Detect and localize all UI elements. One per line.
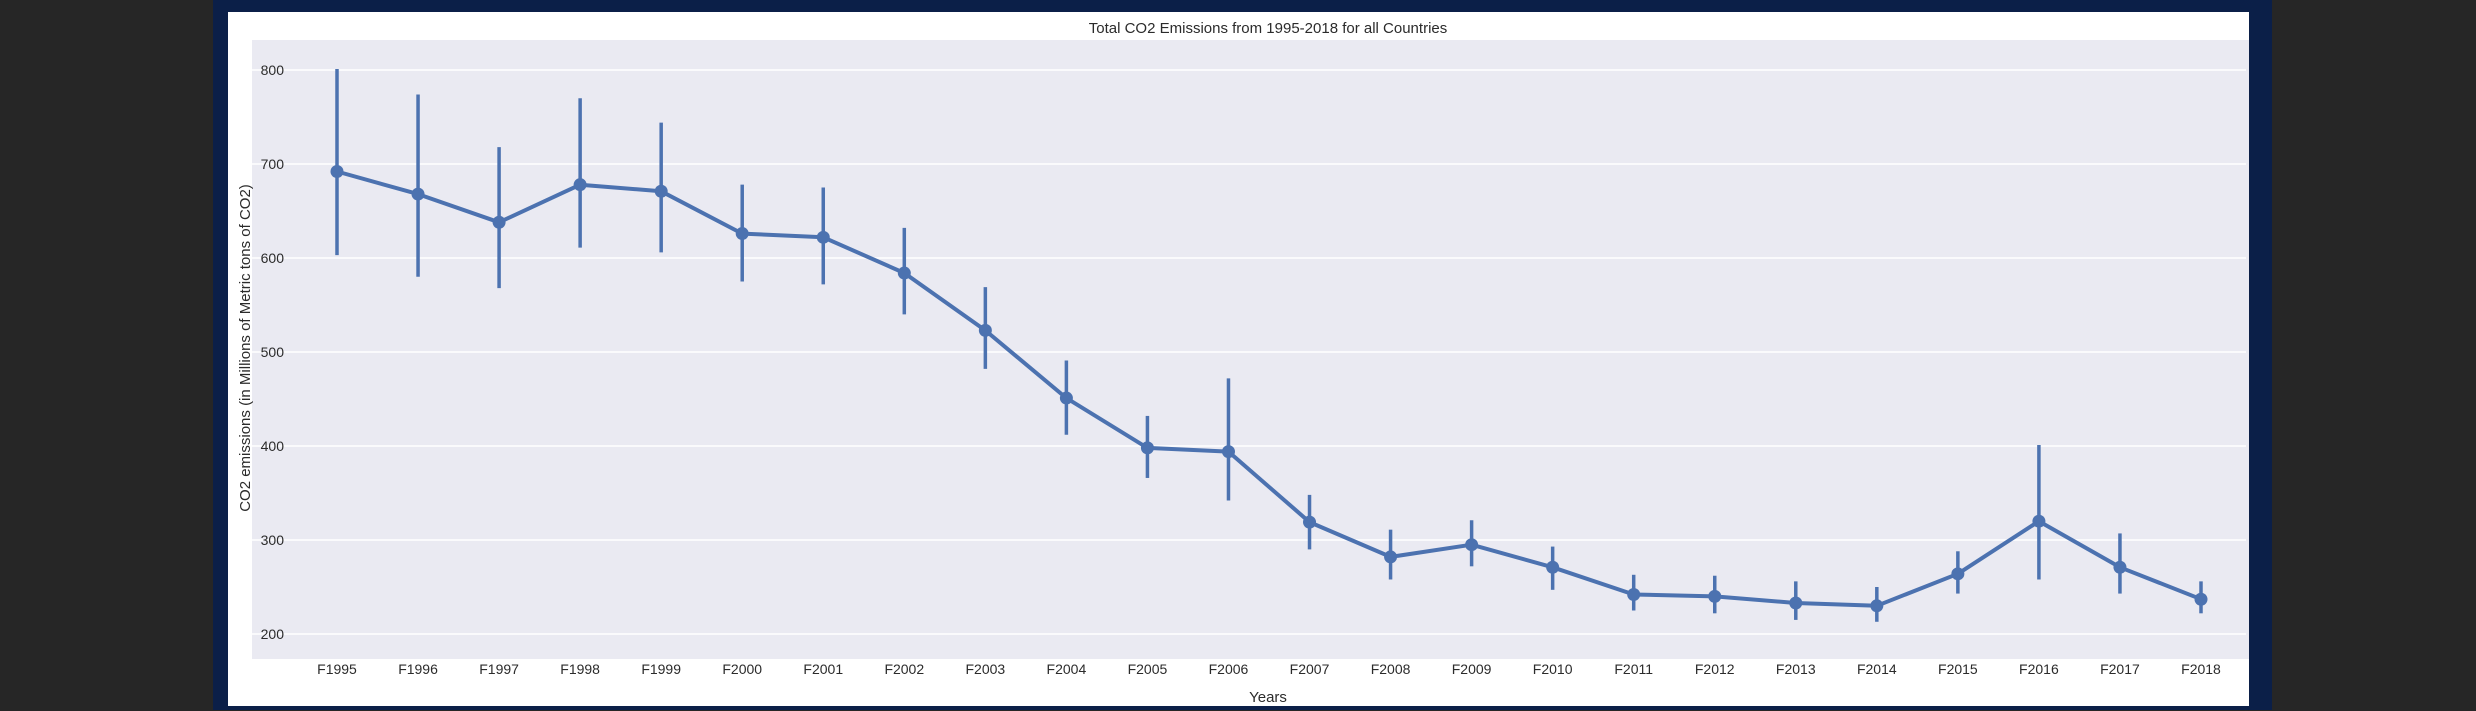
- y-tick-label: 200: [261, 626, 285, 642]
- data-point: [1870, 599, 1884, 613]
- data-point: [492, 215, 506, 229]
- chart-figure: 200 300 400 500 600 700 800 F1995 F1996 F1997 F19…: [228, 12, 2270, 706]
- x-tick-label: F2018: [2181, 661, 2221, 677]
- x-tick-label: F1998: [560, 661, 600, 677]
- data-point: [2194, 592, 2208, 606]
- x-tick-label: F2010: [1533, 661, 1573, 677]
- data-point: [1221, 445, 1235, 459]
- y-tick-label: 300: [261, 532, 285, 548]
- x-tick-label: F1995: [317, 661, 357, 677]
- data-point: [330, 165, 344, 179]
- data-point: [735, 227, 749, 241]
- x-tick-label: F2012: [1695, 661, 1735, 677]
- y-axis-label: CO2 emissions (in Millions of Metric ton…: [237, 184, 254, 512]
- chart-title: Total CO2 Emissions from 1995-2018 for a…: [1089, 20, 1448, 37]
- y-tick-label: 500: [261, 344, 285, 360]
- data-point: [978, 323, 992, 337]
- data-point: [897, 266, 911, 280]
- data-point: [1546, 560, 1560, 574]
- data-point: [1465, 538, 1479, 552]
- series-line: [336, 169, 2202, 608]
- data-point: [1951, 567, 1965, 581]
- data-point: [1384, 550, 1398, 564]
- x-tick-label: F2009: [1452, 661, 1492, 677]
- x-tick-label: F2003: [965, 661, 1005, 677]
- y-tick-label: 600: [261, 250, 285, 266]
- x-tick-label: F2011: [1614, 661, 1653, 677]
- data-point: [816, 230, 830, 244]
- x-tick-label: F2001: [803, 661, 843, 677]
- x-axis-ticks: F1995 F1996 F1997 F1998 F1999 F2000 F2001 F2002…: [317, 661, 2221, 677]
- x-tick-label: F1996: [398, 661, 438, 677]
- x-tick-label: F2013: [1776, 661, 1816, 677]
- x-tick-label: F2015: [1938, 661, 1978, 677]
- data-points: [330, 165, 2208, 613]
- data-point: [1789, 596, 1803, 610]
- data-point: [2032, 514, 2046, 528]
- y-tick-label: 800: [261, 62, 285, 78]
- y-axis-ticks: 200 300 400 500 600 700 800: [261, 62, 285, 642]
- y-tick-label: 400: [261, 438, 285, 454]
- data-point: [1059, 391, 1073, 405]
- data-point: [573, 178, 587, 192]
- data-point: [2113, 560, 2127, 574]
- x-tick-label: F2002: [884, 661, 924, 677]
- data-point: [1708, 589, 1722, 603]
- x-tick-label: F2014: [1857, 661, 1897, 677]
- x-tick-label: F2008: [1371, 661, 1411, 677]
- plot-area: [252, 40, 2270, 659]
- x-tick-label: F2007: [1290, 661, 1330, 677]
- x-tick-label: F2017: [2100, 661, 2140, 677]
- x-tick-label: F1999: [641, 661, 681, 677]
- gridlines: [252, 69, 2246, 635]
- x-tick-label: F2005: [1128, 661, 1168, 677]
- data-point: [1303, 515, 1317, 529]
- y-tick-label: 700: [261, 156, 285, 172]
- x-tick-label: F2016: [2019, 661, 2059, 677]
- x-tick-label: F1997: [479, 661, 519, 677]
- data-point: [1627, 588, 1641, 602]
- x-axis-label: Years: [1249, 689, 1287, 706]
- x-tick-label: F2004: [1047, 661, 1087, 677]
- data-point: [654, 184, 668, 198]
- data-point: [411, 187, 425, 201]
- x-tick-label: F2000: [722, 661, 762, 677]
- x-tick-label: F2006: [1209, 661, 1249, 677]
- data-point: [1140, 441, 1154, 455]
